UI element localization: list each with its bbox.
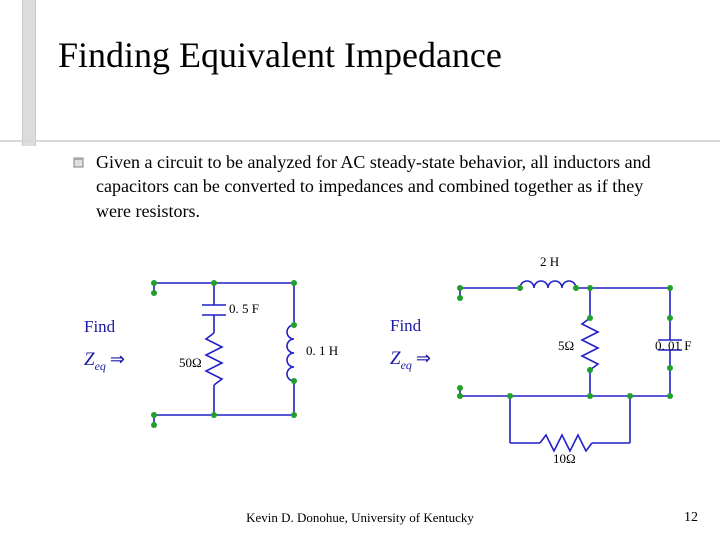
side-accent-bar [22,0,36,146]
res-top-label-right: 5Ω [558,338,574,354]
title-divider [0,140,720,142]
bullet-icon [74,158,84,168]
res-bottom-label-right: 10Ω [553,451,576,467]
cap-label-right: 0. 01 F [655,338,691,354]
circuit-left: Find Zeq⇒ [84,265,354,445]
res-label-left: 50Ω [179,355,202,371]
footer-text: Kevin D. Donohue, University of Kentucky [0,510,720,526]
cap-label-left: 0. 5 F [229,301,259,317]
circuit-right-svg [390,248,700,468]
slide-title: Finding Equivalent Impedance [58,34,502,76]
circuit-right: Find Zeq⇒ [390,248,700,468]
body-paragraph: Given a circuit to be analyzed for AC st… [96,150,656,223]
page-number: 12 [684,510,698,526]
ind-label-left: 0. 1 H [306,343,338,359]
top-ind-label: 2 H [540,254,559,270]
